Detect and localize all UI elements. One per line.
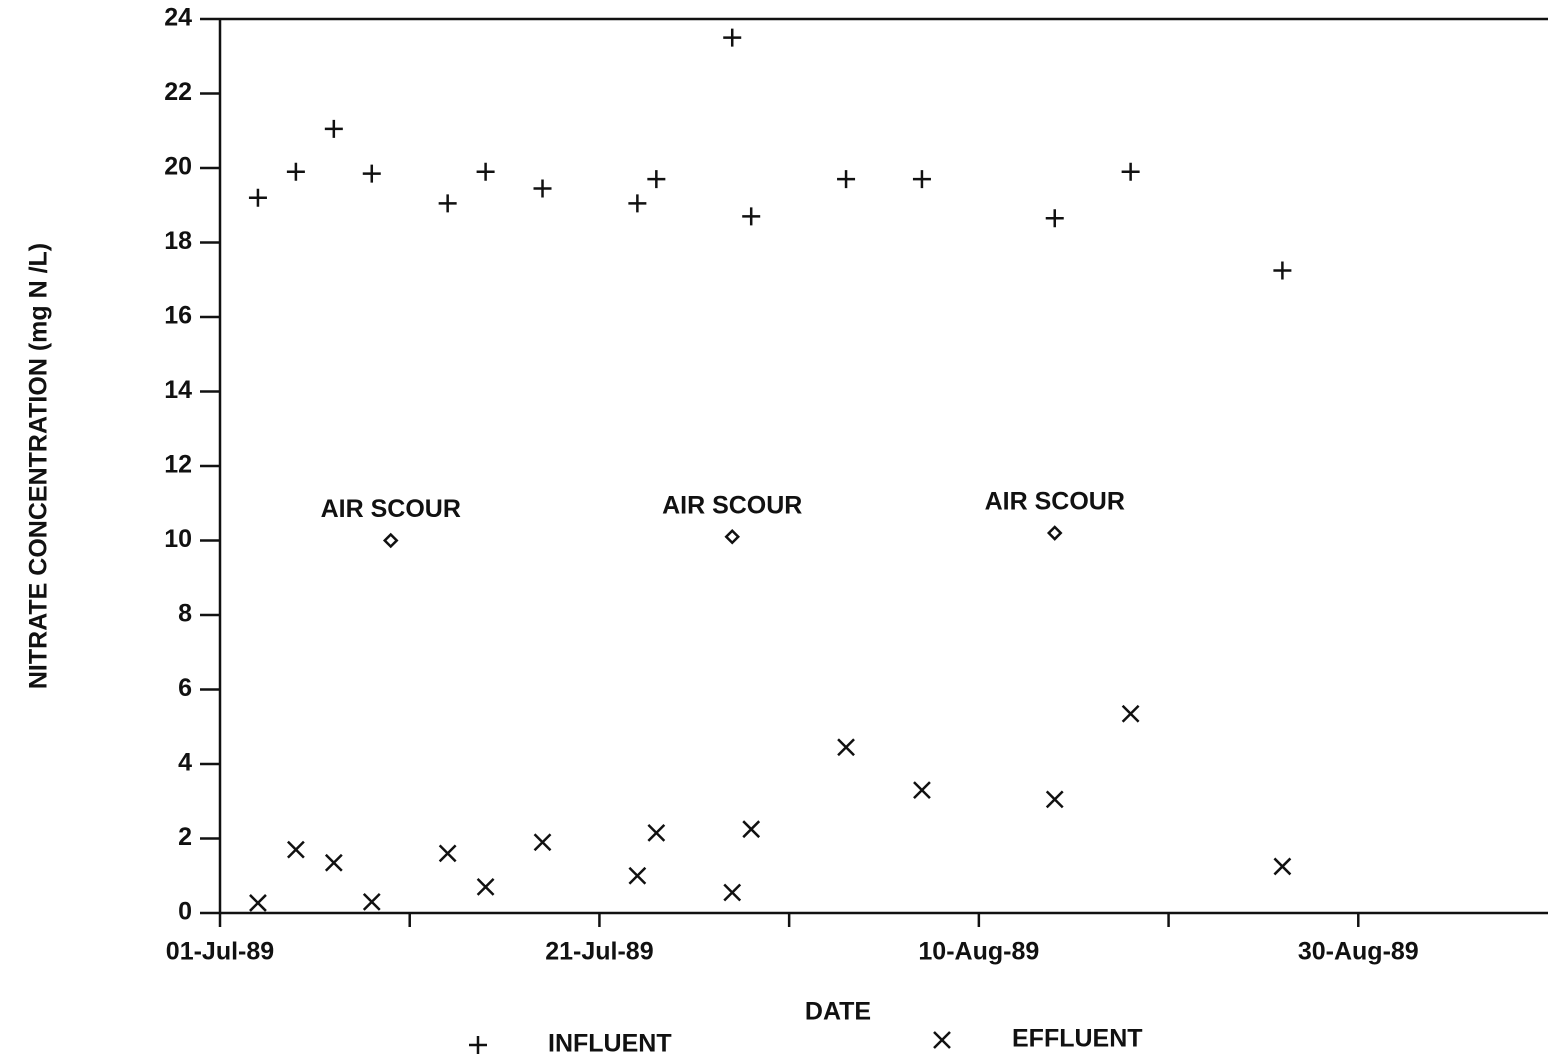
data-point bbox=[324, 853, 343, 872]
data-point bbox=[742, 207, 761, 226]
data-point bbox=[362, 164, 381, 183]
x-tick-label: 21-Jul-89 bbox=[545, 938, 653, 966]
data-point bbox=[1121, 162, 1140, 181]
y-tick-label: 14 bbox=[164, 376, 192, 404]
data-point bbox=[912, 170, 931, 189]
legend-marker bbox=[469, 1036, 487, 1054]
data-point bbox=[837, 170, 856, 189]
data-point bbox=[723, 28, 742, 47]
x-tick-label: 01-Jul-89 bbox=[166, 938, 274, 966]
data-point bbox=[249, 894, 267, 912]
data-point bbox=[324, 119, 343, 138]
data-point bbox=[1045, 209, 1064, 228]
annotation-marker bbox=[382, 532, 399, 549]
x-tick-label: 10-Aug-89 bbox=[918, 938, 1039, 966]
y-axis-label: NITRATE CONCENTRATION (mg N /L) bbox=[25, 243, 53, 689]
data-point bbox=[1273, 261, 1292, 280]
data-point bbox=[628, 866, 647, 885]
data-point bbox=[533, 833, 552, 852]
y-tick-label: 24 bbox=[164, 4, 192, 32]
data-point bbox=[362, 892, 381, 911]
y-tick-label: 22 bbox=[164, 78, 192, 106]
y-tick-label: 18 bbox=[164, 227, 192, 255]
data-point bbox=[1273, 857, 1292, 876]
data-point bbox=[1045, 790, 1064, 809]
data-point bbox=[476, 162, 495, 181]
data-point bbox=[1121, 704, 1140, 723]
y-tick-label: 4 bbox=[178, 749, 192, 777]
legend-label: EFFLUENT bbox=[1012, 1025, 1143, 1053]
data-point bbox=[647, 824, 666, 842]
annotation-marker bbox=[724, 529, 740, 545]
y-tick-label: 8 bbox=[178, 600, 192, 628]
annotation-label: AIR SCOUR bbox=[321, 495, 461, 523]
annotation-marker bbox=[1046, 525, 1063, 541]
data-point bbox=[476, 878, 495, 896]
legend-label: INFLUENT bbox=[548, 1030, 672, 1058]
y-tick-label: 0 bbox=[178, 898, 192, 926]
data-point bbox=[438, 194, 457, 213]
y-tick-label: 10 bbox=[164, 525, 192, 553]
y-tick-label: 6 bbox=[178, 674, 192, 702]
x-tick-label: 30-Aug-89 bbox=[1298, 938, 1419, 966]
y-tick-label: 16 bbox=[164, 302, 192, 330]
data-point bbox=[913, 781, 931, 799]
annotation-label: AIR SCOUR bbox=[985, 488, 1125, 516]
annotation-label: AIR SCOUR bbox=[662, 491, 802, 519]
data-point bbox=[438, 844, 457, 863]
data-point bbox=[628, 194, 647, 213]
data-point bbox=[723, 883, 742, 902]
data-point bbox=[248, 188, 267, 207]
legend-marker bbox=[933, 1031, 951, 1049]
data-point bbox=[742, 820, 761, 839]
data-point bbox=[533, 179, 552, 198]
data-point bbox=[837, 738, 855, 757]
data-point bbox=[647, 170, 666, 189]
data-point bbox=[286, 162, 305, 181]
y-tick-label: 20 bbox=[164, 153, 192, 181]
x-axis-label: DATE bbox=[805, 998, 871, 1026]
data-point bbox=[287, 840, 305, 859]
y-tick-label: 12 bbox=[164, 451, 192, 479]
y-tick-label: 2 bbox=[178, 823, 192, 851]
